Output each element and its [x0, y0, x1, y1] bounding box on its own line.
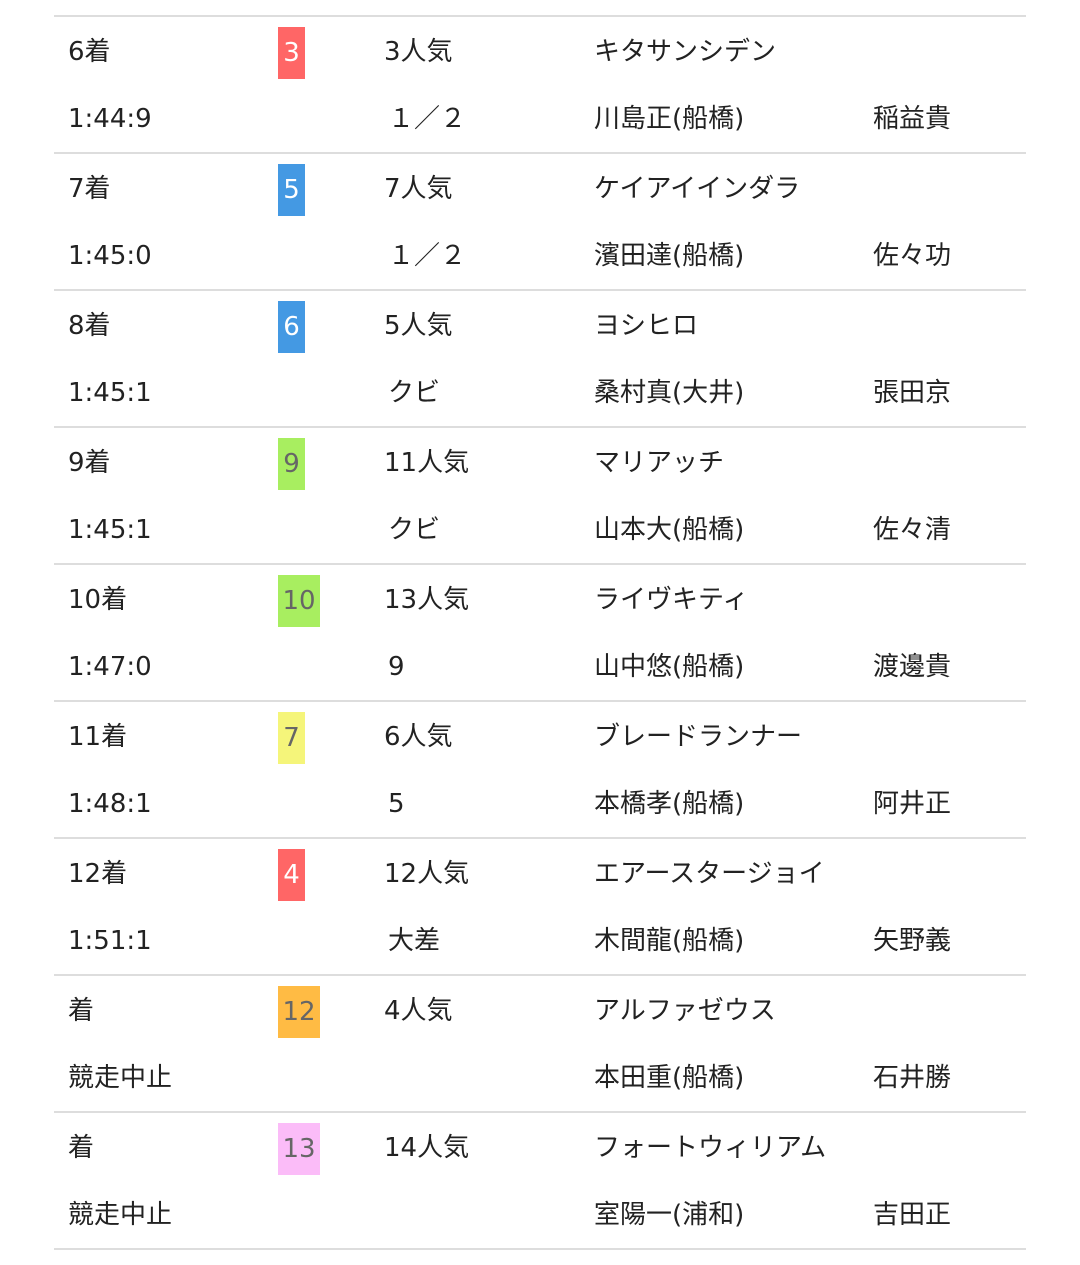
horse-name[interactable]: ヨシヒロ: [594, 311, 699, 341]
finish-position: 6着: [68, 37, 111, 67]
result-row[interactable]: 9着 1:45:1 11人気クビ マリアッチ山本大(船橋) 佐々清 9: [54, 428, 1026, 565]
trainer-name: 稲益貴: [873, 104, 952, 134]
finish-position: 9着: [68, 448, 111, 478]
horse-name[interactable]: エアースタージョイ: [594, 859, 825, 889]
margin: １／２: [388, 241, 467, 271]
jockey-name: 本橋孝(船橋): [594, 789, 745, 819]
jockey-name: 山本大(船橋): [594, 515, 745, 545]
trainer-name: 佐々清: [873, 515, 952, 545]
finish-position: 12着: [68, 859, 128, 889]
margin: １／２: [388, 104, 467, 134]
horse-name[interactable]: キタサンシデン: [594, 37, 777, 67]
horse-number-badge: 7: [278, 712, 305, 764]
trainer-name: 阿井正: [873, 789, 952, 819]
finish-position: 着: [68, 996, 95, 1026]
horse-number-badge: 5: [278, 164, 305, 216]
popularity: 14人気: [384, 1133, 470, 1163]
finish-position: 着: [68, 1133, 95, 1163]
jockey-name: 濱田達(船橋): [594, 241, 745, 271]
trainer-name: 佐々功: [873, 241, 952, 271]
result-row[interactable]: 7着 1:45:0 7人気 １／２ ケイアイインダラ 濱田達(船橋) 佐々功 5: [54, 154, 1026, 291]
result-row[interactable]: 着競走中止 14人気 フォートウィリアム 室陽一(浦和) 吉田正 13: [54, 1113, 1026, 1250]
horse-number-badge: 10: [278, 575, 320, 627]
jockey-name: 本田重(船橋): [594, 1063, 745, 1093]
finish-time: 1:45:1: [68, 515, 152, 545]
horse-name[interactable]: ケイアイインダラ: [594, 174, 801, 204]
finish-time: 競走中止: [68, 1200, 173, 1230]
margin: 5: [388, 789, 405, 819]
popularity: 4人気: [384, 996, 453, 1026]
jockey-name: 川島正(船橋): [594, 104, 745, 134]
trainer-name: 張田京: [873, 378, 952, 408]
horse-name[interactable]: フォートウィリアム: [594, 1133, 827, 1163]
result-row[interactable]: 着競走中止 4人気 アルファゼウス 本田重(船橋) 石井勝 12: [54, 976, 1026, 1113]
result-row[interactable]: 11着 1:48:1 6人気 5 ブレードランナー 本橋孝(船橋) 阿井正 7: [54, 702, 1026, 839]
finish-time: 1:48:1: [68, 789, 152, 819]
jockey-name: 木間龍(船橋): [594, 926, 745, 956]
finish-position: 8着: [68, 311, 111, 341]
result-row[interactable]: 6着 1:44:9 3人気 １／２ キタサンシデン 川島正(船橋) 稲益貴 3: [54, 17, 1026, 154]
popularity: 13人気: [384, 585, 470, 615]
finish-time: 競走中止: [68, 1063, 173, 1093]
popularity: 11人気: [384, 448, 470, 478]
result-row[interactable]: 10着 1:47:0 13人気 9 ライヴキティ 山中悠(船橋) 渡邊貴 10: [54, 565, 1026, 702]
trainer-name: 石井勝: [873, 1063, 952, 1093]
horse-name[interactable]: ライヴキティ: [594, 585, 749, 615]
horse-number-badge: 6: [278, 301, 305, 353]
horse-name[interactable]: ブレードランナー: [594, 722, 803, 752]
trainer-name: 矢野義: [873, 926, 952, 956]
popularity: 6人気: [384, 722, 453, 752]
margin: クビ: [388, 378, 441, 408]
horse-number-badge: 9: [278, 438, 305, 490]
horse-number-badge: 12: [278, 986, 320, 1038]
finish-time: 1:45:1: [68, 378, 152, 408]
margin: 大差: [388, 926, 441, 956]
finish-time: 1:47:0: [68, 652, 152, 682]
jockey-name: 桑村真(大井): [594, 378, 745, 408]
result-row[interactable]: 12着 1:51:1 12人気大差 エアースタージョイ 木間龍(船橋) 矢野義 4: [54, 839, 1026, 976]
popularity: 5人気: [384, 311, 453, 341]
horse-number-badge: 4: [278, 849, 305, 901]
margin: クビ: [388, 515, 441, 545]
jockey-name: 室陽一(浦和): [594, 1200, 745, 1230]
finish-time: 1:45:0: [68, 241, 152, 271]
finish-position: 11着: [68, 722, 128, 752]
finish-time: 1:44:9: [68, 104, 152, 134]
finish-position: 10着: [68, 585, 128, 615]
horse-name[interactable]: アルファゼウス: [594, 996, 776, 1026]
finish-time: 1:51:1: [68, 926, 152, 956]
margin: 9: [388, 652, 405, 682]
jockey-name: 山中悠(船橋): [594, 652, 745, 682]
horse-name[interactable]: マリアッチ: [594, 448, 725, 478]
finish-position: 7着: [68, 174, 111, 204]
horse-number-badge: 13: [278, 1123, 320, 1175]
race-results-table: 6着 1:44:9 3人気 １／２ キタサンシデン 川島正(船橋) 稲益貴 3 7着 1:45:0…: [54, 15, 1026, 1250]
popularity: 12人気: [384, 859, 470, 889]
popularity: 3人気: [384, 37, 453, 67]
horse-number-badge: 3: [278, 27, 305, 79]
popularity: 7人気: [384, 174, 453, 204]
trainer-name: 吉田正: [873, 1200, 952, 1230]
trainer-name: 渡邊貴: [873, 652, 952, 682]
result-row[interactable]: 8着 1:45:1 5人気クビ ヨシヒロ桑村真(大井) 張田京 6: [54, 291, 1026, 428]
